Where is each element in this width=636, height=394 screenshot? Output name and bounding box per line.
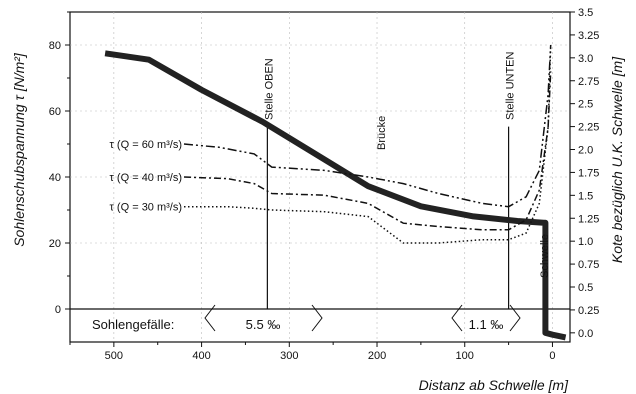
y-right-tick-label: 2.0: [578, 145, 593, 157]
y-right-tick-label: 0.75: [578, 259, 599, 271]
annotation-bruecke: Brücke: [376, 116, 388, 150]
gradient-label: Sohlengefälle:: [92, 317, 174, 332]
marker-label-0: Stelle OBEN: [263, 58, 275, 120]
series-line-0: [104, 50, 567, 341]
y-right-tick-label: 0.25: [578, 305, 599, 317]
x-tick-label: 300: [280, 350, 298, 362]
y-left-tick-label: 80: [49, 40, 61, 52]
y-left-tick-label: 40: [49, 172, 61, 184]
annotation-schwelle: Schwelle: [539, 234, 551, 278]
y-right-tick-label: 0.0: [578, 328, 593, 340]
y-right-tick-label: 1.0: [578, 236, 593, 248]
y-right-tick-label: 3.25: [578, 30, 599, 42]
series-labels: τ (Q = 60 m³/s) τ (Q = 40 m³/s) τ (Q = 30 …: [110, 139, 183, 214]
y-right-tick-label: 0.5: [578, 282, 593, 294]
marker-label-1: Stelle UNTEN: [505, 51, 517, 120]
series-label-1: τ (Q = 60 m³/s): [110, 139, 183, 151]
y-axis-left-title: Sohlenschubspannung τ [N/m²]: [11, 52, 27, 247]
x-axis-title: Distanz ab Schwelle [m]: [419, 377, 570, 393]
series-line-1: [183, 44, 552, 208]
series-label-3: τ (Q = 30 m³/s): [110, 202, 183, 214]
y-right-tick-label: 1.75: [578, 167, 599, 179]
y-right-tick-label: 2.75: [578, 76, 599, 88]
gradient-value-lower: 1.1 ‰: [469, 317, 504, 332]
y-left-tick-label: 20: [49, 238, 61, 250]
series-line-3: [184, 44, 552, 244]
y-right-tick-label: 1.5: [578, 190, 593, 202]
x-tick-label: 200: [368, 350, 386, 362]
series-group: [104, 44, 567, 341]
gradient-box-lower: 1.1 ‰: [451, 304, 521, 332]
y-right-tick-label: 3.0: [578, 53, 593, 65]
grid: [70, 12, 570, 342]
y-left-tick-label: 60: [49, 106, 61, 118]
y-right-tick-label: 2.25: [578, 122, 599, 134]
y-right-tick-label: 2.5: [578, 99, 593, 111]
series-line-2: [183, 71, 552, 231]
x-tick-label: 500: [105, 350, 123, 362]
series-label-2: τ (Q = 40 m³/s): [110, 172, 183, 184]
gradient-value-upper: 5.5 ‰: [246, 317, 281, 332]
ticks: 500 400 300 200 100 0 0 20 40 60 80 0.0 0.25 0.5 0.75 1…: [49, 7, 600, 362]
y-axis-right-title: Kote bezüglich U.K. Schwelle [m]: [609, 56, 625, 263]
x-tick-label: 0: [549, 350, 555, 362]
x-tick-label: 100: [456, 350, 474, 362]
y-right-tick-label: 3.5: [578, 7, 593, 19]
gradient-box-upper: 5.5 ‰: [204, 304, 323, 332]
y-left-tick-label: 0: [55, 304, 61, 316]
x-tick-label: 400: [192, 350, 210, 362]
vertical-markers: Stelle OBEN Stelle UNTEN: [263, 51, 517, 309]
y-right-tick-label: 1.25: [578, 213, 599, 225]
